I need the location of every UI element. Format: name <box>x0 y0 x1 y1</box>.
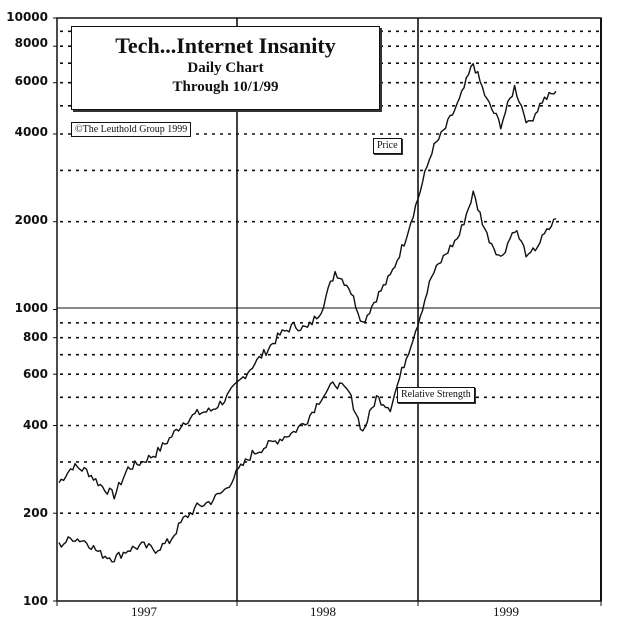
y-tick-label: 600 <box>22 367 48 381</box>
chart-date-range: Through 10/1/99 <box>172 79 279 95</box>
y-tick-label: 10000 <box>6 10 48 24</box>
y-tick-label: 2000 <box>14 213 48 227</box>
x-tick-label: 1999 <box>493 604 519 619</box>
y-tick-label: 800 <box>22 330 48 344</box>
y-tick-marks <box>53 17 57 602</box>
price-annotation: Price <box>373 138 402 154</box>
relative-strength-series-line <box>58 190 557 563</box>
x-tick-label: 1998 <box>310 604 336 619</box>
y-tick-label: 200 <box>22 506 48 520</box>
chart-subtitle: Daily Chart <box>187 60 264 76</box>
x-tick-label: 1997 <box>131 604 157 619</box>
y-tick-label: 6000 <box>14 74 48 88</box>
price-series-line <box>58 63 557 500</box>
y-tick-label: 400 <box>22 418 48 432</box>
copyright-label: ©The Leuthold Group 1999 <box>71 122 192 137</box>
y-tick-label: 4000 <box>14 125 48 139</box>
relative-strength-annotation: Relative Strength <box>397 387 475 403</box>
chart-title-box: Tech...Internet Insanity Daily Chart Thr… <box>71 26 380 110</box>
y-tick-label: 8000 <box>14 36 48 50</box>
y-tick-label: 1000 <box>14 301 48 315</box>
y-tick-label: 100 <box>22 594 48 608</box>
chart-title: Tech...Internet Insanity <box>115 33 336 58</box>
